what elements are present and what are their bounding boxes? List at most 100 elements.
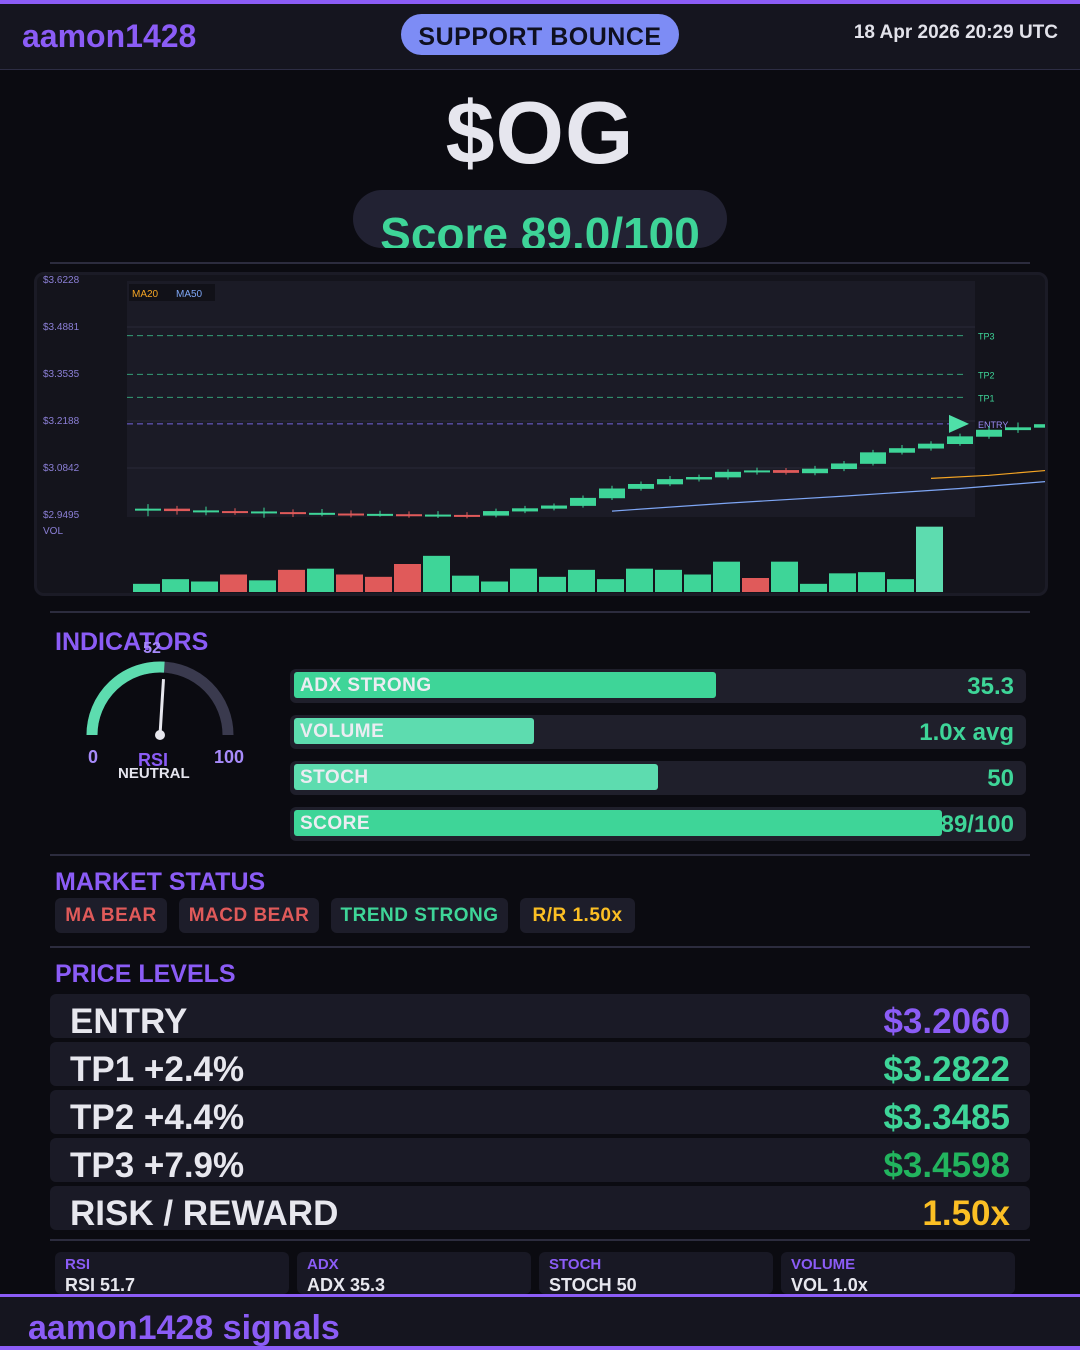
level-label-entry: ENTRY bbox=[978, 420, 1008, 430]
candle-body bbox=[541, 505, 567, 509]
volume-bar bbox=[336, 574, 363, 592]
volume-bar bbox=[771, 561, 798, 592]
chart-canvas: MA20 MA50 $3.6228 $3.4881 $3.3535 $3.218… bbox=[43, 275, 1045, 592]
chart-legend bbox=[129, 284, 215, 301]
volume-bar bbox=[597, 579, 624, 592]
indicator-bar-score: SCORE 89/100 bbox=[290, 807, 1026, 841]
gauge-hub bbox=[155, 730, 165, 740]
level-value: $3.2822 bbox=[883, 1050, 1010, 1089]
level-name: TP3 +7.9% bbox=[70, 1146, 245, 1185]
volume-bar bbox=[133, 583, 160, 592]
price-levels-title: PRICE LEVELS bbox=[55, 960, 236, 988]
level-row-tp3: TP3 +7.9% $3.4598 bbox=[50, 1138, 1030, 1185]
candle-body bbox=[657, 479, 683, 485]
level-row-tp2: TP2 +4.4% $3.3485 bbox=[50, 1090, 1030, 1137]
volume-bar bbox=[829, 573, 856, 592]
candle-body bbox=[338, 513, 364, 516]
rsi-gauge: 52 0 100 RSI NEUTRAL bbox=[78, 640, 258, 790]
divider bbox=[50, 1239, 1030, 1241]
stat-card-adx: ADX ADX 35.3 bbox=[297, 1252, 531, 1294]
candle-body bbox=[135, 508, 161, 511]
stat-card-stoch: STOCH STOCH 50 bbox=[539, 1252, 773, 1294]
volume-bar bbox=[220, 574, 247, 592]
vol-label: VOL bbox=[43, 526, 63, 537]
ticker-symbol: $OG bbox=[445, 83, 635, 182]
rsi-state: NEUTRAL bbox=[118, 765, 190, 782]
y-tick-label: $2.9495 bbox=[43, 510, 80, 521]
candle-body bbox=[280, 512, 306, 515]
y-tick-label: $3.3535 bbox=[43, 369, 80, 380]
candle-body bbox=[802, 468, 828, 474]
volume-bar bbox=[713, 561, 740, 592]
ma50-series-line bbox=[611, 481, 1045, 512]
volume-bar bbox=[481, 581, 508, 592]
volume-bar bbox=[887, 579, 914, 592]
stat-value: STOCH 50 bbox=[549, 1275, 637, 1294]
level-value: $3.4598 bbox=[883, 1146, 1010, 1185]
volume-bar bbox=[307, 568, 334, 592]
volume-bar bbox=[742, 578, 769, 592]
candle-body bbox=[744, 470, 770, 473]
rsi-gauge-dial bbox=[86, 661, 234, 740]
level-label-tp2: TP2 bbox=[978, 370, 995, 380]
candle-body bbox=[831, 463, 857, 470]
candle-body bbox=[164, 508, 190, 512]
volume-bar bbox=[278, 569, 305, 592]
candle-body bbox=[367, 513, 393, 516]
brand-name: aamon1428 bbox=[22, 18, 197, 54]
candle-body bbox=[889, 448, 915, 453]
stat-card-rsi: RSI RSI 51.7 bbox=[55, 1252, 289, 1294]
top-accent-line bbox=[0, 0, 1080, 4]
chart-plot-area bbox=[127, 281, 975, 517]
stat-key: VOLUME bbox=[791, 1256, 856, 1273]
footer: aamon1428 signals bbox=[0, 1294, 1080, 1350]
candle-body bbox=[570, 497, 596, 506]
candle-body bbox=[599, 488, 625, 499]
gauge-needle bbox=[158, 679, 165, 736]
level-name: ENTRY bbox=[70, 1002, 188, 1041]
market-status-title: MARKET STATUS bbox=[55, 868, 266, 896]
volume-bar bbox=[191, 581, 218, 592]
bar-value: 89/100 bbox=[940, 811, 1014, 838]
status-badge: MA BEAR bbox=[55, 898, 167, 933]
rsi-min: 0 bbox=[88, 747, 99, 767]
level-value: $3.3485 bbox=[883, 1098, 1010, 1137]
price-chart: MA20 MA50 $3.6228 $3.4881 $3.3535 $3.218… bbox=[34, 272, 1048, 596]
indicator-bar-volume: VOLUME 1.0x avg bbox=[290, 715, 1026, 749]
indicators-title: INDICATORS bbox=[55, 628, 209, 656]
candle-body bbox=[860, 452, 886, 464]
volume-bar bbox=[510, 568, 537, 592]
volume-bar bbox=[365, 576, 392, 592]
candle-body bbox=[425, 514, 451, 517]
candle-body bbox=[251, 511, 277, 514]
ma20-series-line bbox=[930, 469, 1045, 479]
level-name: TP1 +2.4% bbox=[70, 1050, 245, 1089]
rsi-value: 52 bbox=[143, 640, 161, 657]
y-tick-label: $3.0842 bbox=[43, 463, 80, 474]
level-row-entry: ENTRY $3.2060 bbox=[50, 994, 1030, 1041]
volume-bar bbox=[539, 576, 566, 592]
candle-body bbox=[512, 508, 538, 512]
level-name: TP2 +4.4% bbox=[70, 1098, 245, 1137]
candle-body bbox=[1034, 424, 1045, 428]
stat-key: RSI bbox=[65, 1256, 91, 1273]
candle-body bbox=[773, 470, 799, 473]
candle-body bbox=[628, 483, 654, 489]
rsi-label: RSI bbox=[138, 750, 169, 770]
entry-arrow-icon bbox=[949, 414, 969, 433]
signal-type-badge: SUPPORT BOUNCE bbox=[401, 14, 679, 55]
legend-ma20: MA20 bbox=[132, 289, 159, 300]
bar-fill bbox=[294, 672, 717, 698]
y-tick-label: $3.2188 bbox=[43, 416, 80, 427]
bar-value: 35.3 bbox=[967, 673, 1014, 700]
rsi-max: 100 bbox=[214, 747, 245, 767]
indicator-bar-adx: ADX STRONG 35.3 bbox=[290, 669, 1026, 703]
level-value: 1.50x bbox=[922, 1194, 1010, 1233]
level-row-risk-reward: RISK / REWARD 1.50x bbox=[50, 1186, 1030, 1233]
level-label-tp3: TP3 bbox=[978, 332, 995, 342]
bar-value: 1.0x avg bbox=[919, 719, 1014, 746]
candle-body bbox=[193, 510, 219, 513]
divider bbox=[50, 611, 1030, 613]
status-badge: R/R 1.50x bbox=[520, 898, 635, 933]
volume-bar bbox=[249, 580, 276, 592]
